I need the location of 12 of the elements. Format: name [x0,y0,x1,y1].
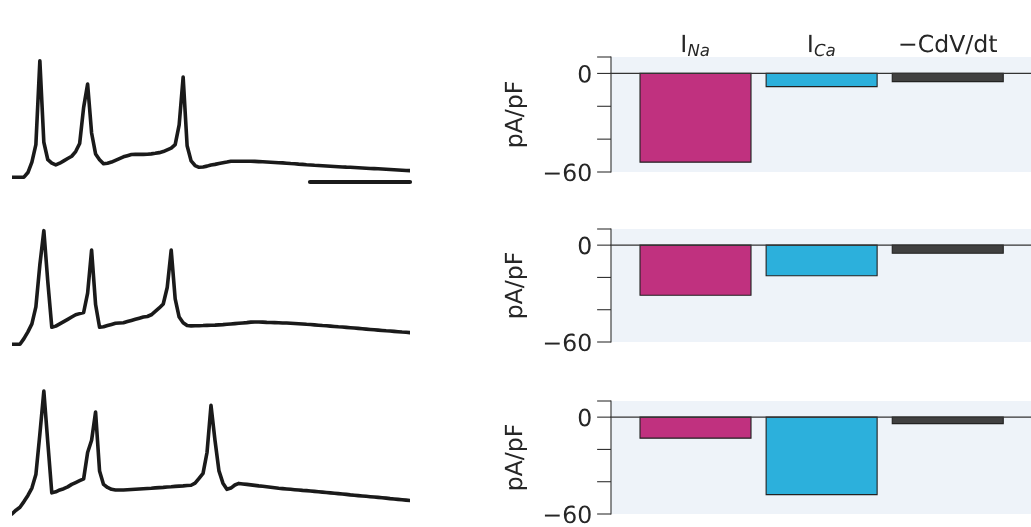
y-tick-label: −60 [544,505,591,524]
y-axis-title: pA/pF [504,253,527,318]
y-tick-label: −60 [544,333,591,352]
y-axis-title: pA/pF [504,425,527,490]
y-tick-label: −60 [544,163,591,182]
y-tick-label: 0 [578,236,591,255]
y-axis-title: pA/pF [504,82,527,147]
y-tick-label: 0 [578,408,591,427]
x-tick-label: I$_{Na}$ [682,34,709,57]
x-tick-label: I$_{Ca}$ [809,34,835,57]
x-tick-label: −CdV/dt [900,34,997,55]
y-tick-label: 0 [578,64,591,83]
